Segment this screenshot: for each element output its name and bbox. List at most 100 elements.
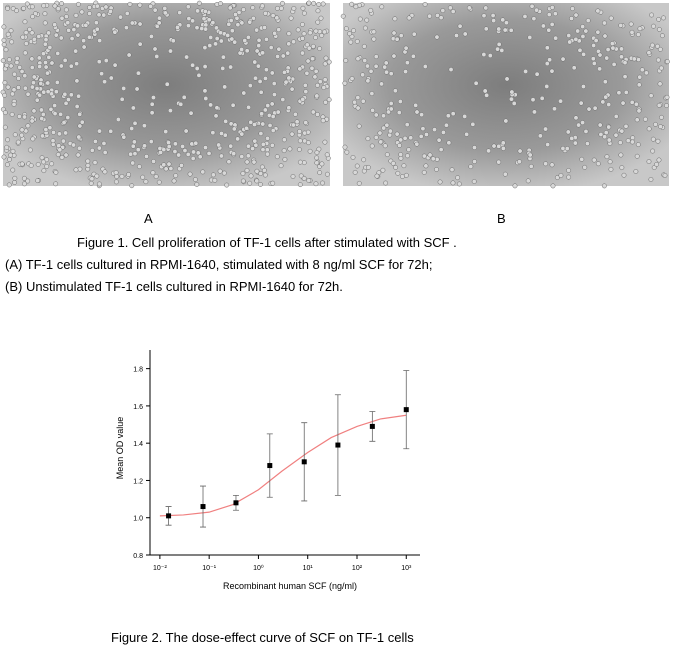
cell [23, 30, 29, 36]
cell [377, 130, 383, 136]
cell [500, 140, 506, 146]
cell [47, 125, 53, 131]
cell [611, 61, 617, 67]
cell [119, 96, 125, 102]
cell [137, 21, 143, 27]
cell [315, 82, 320, 88]
cell [326, 97, 332, 103]
cell [390, 160, 396, 166]
cell [450, 111, 456, 117]
cell [274, 15, 280, 21]
cell [76, 145, 82, 151]
cell [300, 50, 305, 56]
cell [41, 168, 47, 174]
cell [655, 138, 661, 144]
cell [622, 60, 628, 66]
cell [272, 92, 277, 98]
cell [419, 112, 425, 118]
chart: Mean OD value Recombinant human SCF (ng/… [115, 350, 420, 591]
cell [226, 21, 232, 27]
y-tick-label: 1.6 [133, 404, 143, 411]
cell [263, 75, 268, 81]
cell [301, 175, 307, 181]
cell [112, 62, 118, 68]
cell [232, 122, 238, 128]
cell [314, 150, 320, 156]
cell [254, 27, 260, 33]
cell [253, 75, 258, 81]
cell [119, 173, 125, 179]
cell [162, 10, 168, 16]
cell [114, 174, 120, 179]
y-tick-label: 1.8 [133, 367, 143, 374]
cell [440, 8, 446, 14]
cell [203, 145, 208, 151]
cell [570, 6, 575, 12]
cell [53, 169, 59, 175]
cell [299, 22, 305, 27]
cell [265, 151, 270, 157]
cell [282, 157, 288, 162]
cell [320, 180, 325, 186]
cell [247, 180, 253, 186]
cell [348, 39, 354, 45]
cell [473, 80, 479, 86]
cell [89, 147, 95, 153]
cell [398, 152, 404, 157]
cell [244, 125, 249, 131]
cell [274, 5, 280, 11]
cell [373, 135, 379, 140]
cell [74, 104, 80, 109]
cell [646, 159, 652, 165]
cell [94, 173, 100, 179]
cell [544, 61, 550, 67]
cell [613, 113, 619, 119]
cell [42, 11, 48, 17]
cell [530, 97, 536, 103]
cell [402, 135, 408, 141]
cell [124, 10, 130, 16]
cell [380, 167, 386, 173]
cell [58, 63, 64, 69]
cell [255, 63, 261, 69]
cell [496, 26, 502, 32]
cell [62, 91, 68, 97]
cell [404, 60, 410, 66]
cell [113, 170, 119, 176]
cell [10, 91, 15, 97]
cell [259, 3, 265, 9]
cell [306, 178, 312, 183]
cell [65, 115, 71, 120]
cell [74, 61, 80, 67]
cell [528, 163, 534, 169]
cell [223, 118, 229, 124]
cell [59, 15, 65, 21]
cell [101, 140, 107, 146]
cell [115, 117, 121, 122]
cell [388, 106, 394, 112]
cell [40, 133, 45, 139]
cell [177, 10, 183, 16]
cell [24, 1, 30, 7]
cell [9, 39, 15, 45]
cell [102, 79, 108, 85]
cell [313, 68, 319, 74]
cell [168, 48, 173, 54]
cell [633, 101, 639, 107]
cell [96, 59, 102, 65]
cell [315, 112, 320, 117]
cell [347, 31, 352, 37]
cell [312, 74, 318, 80]
cell [496, 159, 502, 165]
cell [113, 179, 119, 185]
cell [88, 180, 94, 186]
cell [71, 27, 77, 33]
cell [264, 36, 269, 42]
cell [301, 10, 307, 16]
cell [290, 174, 296, 179]
cell [218, 1, 223, 7]
cell [356, 123, 362, 129]
cell [218, 30, 223, 36]
cell [171, 178, 177, 184]
cell [244, 48, 250, 54]
